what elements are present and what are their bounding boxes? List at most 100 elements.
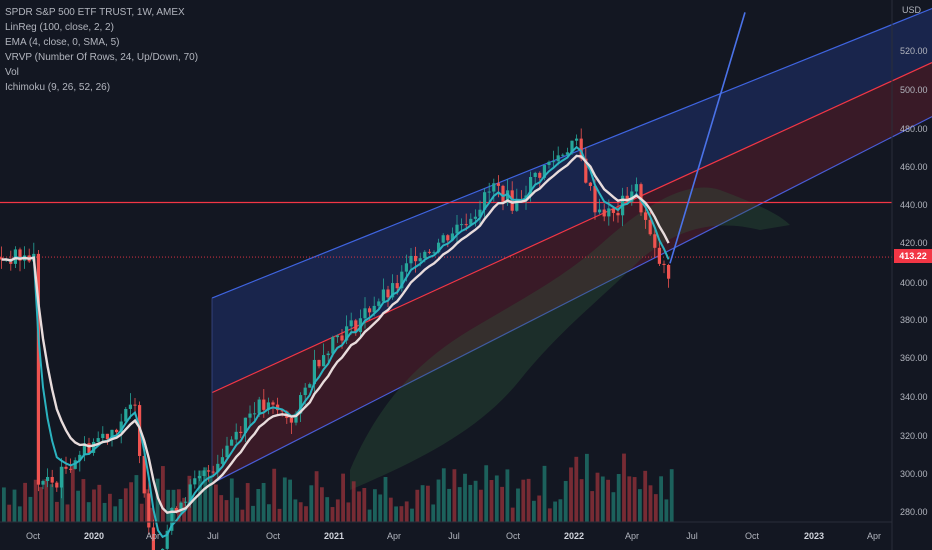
time-tick: Jul bbox=[207, 531, 219, 541]
volume-bar bbox=[574, 456, 579, 522]
volume-bar bbox=[648, 485, 653, 522]
candle-body bbox=[294, 413, 298, 423]
volume-bar bbox=[500, 486, 504, 522]
indicator-linreg[interactable]: LinReg (100, close, 2, 2) bbox=[5, 22, 114, 33]
candle-body bbox=[372, 305, 376, 313]
volume-bar bbox=[330, 507, 335, 522]
volume-bar bbox=[293, 499, 298, 522]
indicator-legend: SPDR S&P 500 ETF TRUST, 1W, AMEX LinReg … bbox=[5, 5, 198, 95]
candle-body bbox=[312, 359, 316, 385]
candle-body bbox=[280, 410, 284, 412]
candle-body bbox=[386, 289, 390, 298]
volume-bar bbox=[309, 485, 314, 522]
currency-label: USD bbox=[902, 5, 922, 15]
volume-bar bbox=[351, 481, 356, 522]
candle-body bbox=[331, 337, 335, 354]
volume-bar bbox=[86, 502, 91, 522]
volume-bar bbox=[49, 484, 54, 522]
indicator-vrvp[interactable]: VRVP (Number Of Rows, 24, Up/Down, 70) bbox=[5, 52, 199, 63]
candle-body bbox=[234, 431, 238, 440]
candle-body bbox=[552, 161, 556, 163]
candle-body bbox=[55, 482, 59, 488]
volume-bar bbox=[404, 501, 409, 522]
candle-body bbox=[243, 417, 247, 433]
volume-bar bbox=[532, 500, 536, 522]
volume-bar bbox=[60, 466, 65, 522]
volume-bar bbox=[399, 506, 404, 522]
candle-body bbox=[556, 155, 560, 162]
price-tick: 400.00 bbox=[900, 278, 928, 288]
time-axis[interactable]: Oct 2020 Apr Jul Oct 2021 Apr Jul Oct 20… bbox=[0, 524, 892, 550]
volume-bar bbox=[44, 479, 49, 522]
volume-bar bbox=[516, 488, 520, 522]
candle-body bbox=[124, 408, 128, 422]
candle-body bbox=[588, 182, 592, 186]
candle-body bbox=[423, 251, 427, 259]
volume-bar bbox=[394, 506, 398, 522]
candle-body bbox=[395, 283, 399, 289]
time-tick: Apr bbox=[866, 531, 882, 541]
volume-bar bbox=[388, 497, 393, 522]
candle-body bbox=[427, 251, 431, 253]
candle-body bbox=[648, 219, 652, 235]
volume-bar bbox=[441, 468, 446, 522]
price-tick: 440.00 bbox=[900, 200, 928, 210]
volume-bar bbox=[479, 489, 483, 522]
candle-body bbox=[598, 209, 602, 213]
volume-bar bbox=[235, 497, 239, 522]
volume-bar bbox=[12, 489, 17, 522]
candle-body bbox=[575, 138, 579, 141]
candle-body bbox=[561, 154, 565, 156]
time-tick: Oct bbox=[265, 531, 281, 541]
candle-body bbox=[529, 176, 533, 196]
candle-body bbox=[538, 172, 542, 178]
volume-bar bbox=[521, 479, 526, 522]
volume-bar bbox=[267, 504, 271, 522]
volume-bar bbox=[473, 480, 478, 522]
candle-body bbox=[133, 404, 137, 406]
volume-bar bbox=[155, 478, 160, 522]
candle-body bbox=[483, 192, 487, 210]
candle-body bbox=[78, 454, 82, 461]
time-tick: 2023 bbox=[803, 531, 825, 541]
candle-body bbox=[363, 308, 367, 319]
volume-bar bbox=[606, 479, 610, 522]
volume-bar bbox=[510, 507, 515, 522]
candle-body bbox=[496, 183, 500, 186]
volume-bar bbox=[219, 495, 224, 522]
indicator-ema[interactable]: EMA (4, close, 0, SMA, 5) bbox=[5, 37, 120, 48]
candle-body bbox=[478, 209, 482, 217]
indicator-vol[interactable]: Vol bbox=[5, 67, 19, 78]
candle-body bbox=[193, 478, 197, 485]
volume-bar bbox=[579, 479, 584, 522]
candle-body bbox=[92, 441, 96, 453]
time-tick: Oct bbox=[505, 531, 521, 541]
candle-body bbox=[50, 476, 54, 483]
time-tick: 2020 bbox=[83, 531, 105, 541]
candle-body bbox=[165, 530, 169, 549]
volume-bar bbox=[632, 477, 637, 522]
volume-bar bbox=[203, 467, 208, 522]
indicator-ichimoku[interactable]: Ichimoku (9, 26, 52, 26) bbox=[5, 82, 111, 93]
volume-bar bbox=[585, 453, 589, 522]
candle-body bbox=[262, 399, 266, 410]
volume-bar bbox=[526, 478, 531, 522]
candle-body bbox=[358, 318, 362, 333]
candle-body bbox=[657, 247, 661, 264]
candle-body bbox=[349, 320, 353, 327]
price-tick: 300.00 bbox=[900, 469, 928, 479]
volume-bar bbox=[373, 489, 377, 522]
candle-body bbox=[368, 308, 372, 313]
candle-body bbox=[119, 421, 123, 433]
volume-bar bbox=[611, 492, 616, 522]
candle-body bbox=[611, 208, 615, 213]
candle-body bbox=[41, 481, 45, 485]
price-axis[interactable]: USD 520.00 500.00 480.00 460.00 440.00 4… bbox=[892, 0, 932, 522]
chart-title[interactable]: SPDR S&P 500 ETF TRUST, 1W, AMEX bbox=[5, 7, 185, 18]
volume-bar bbox=[335, 499, 340, 522]
volume-bar bbox=[643, 470, 648, 522]
candle-body bbox=[179, 502, 183, 512]
price-tick: 520.00 bbox=[900, 46, 928, 56]
